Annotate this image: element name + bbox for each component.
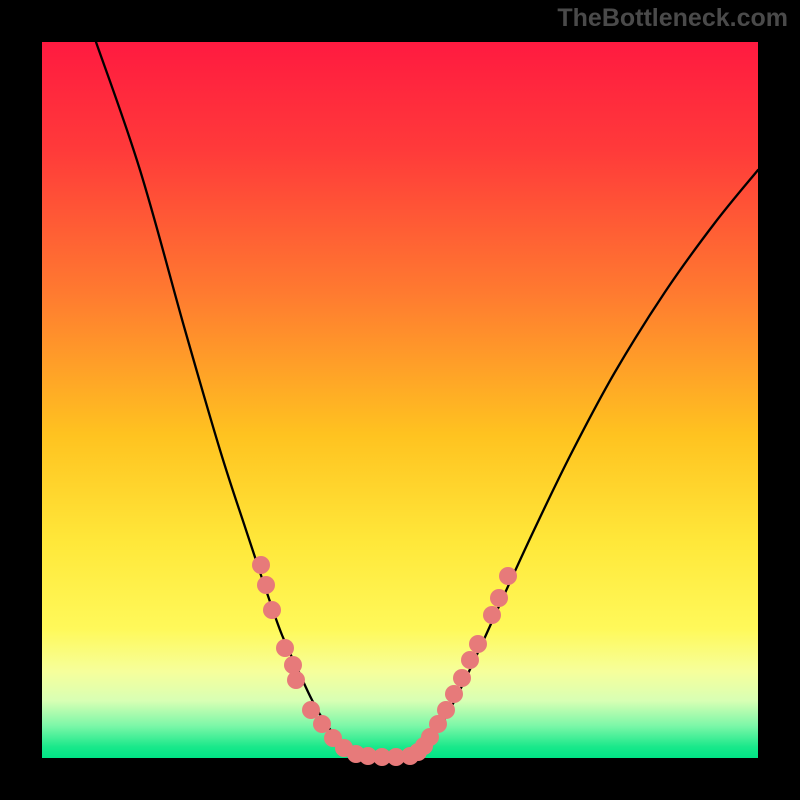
plot-background [42, 42, 758, 758]
data-point [313, 715, 331, 733]
watermark-text: TheBottleneck.com [557, 4, 788, 33]
data-point [469, 635, 487, 653]
data-point [461, 651, 479, 669]
data-point [483, 606, 501, 624]
data-point [437, 701, 455, 719]
data-point [490, 589, 508, 607]
bottleneck-chart [0, 0, 800, 800]
data-point [284, 656, 302, 674]
data-point [257, 576, 275, 594]
data-point [263, 601, 281, 619]
data-point [287, 671, 305, 689]
chart-container: TheBottleneck.com [0, 0, 800, 800]
data-point [499, 567, 517, 585]
data-point [302, 701, 320, 719]
data-point [445, 685, 463, 703]
data-point [453, 669, 471, 687]
data-point [276, 639, 294, 657]
data-point [252, 556, 270, 574]
